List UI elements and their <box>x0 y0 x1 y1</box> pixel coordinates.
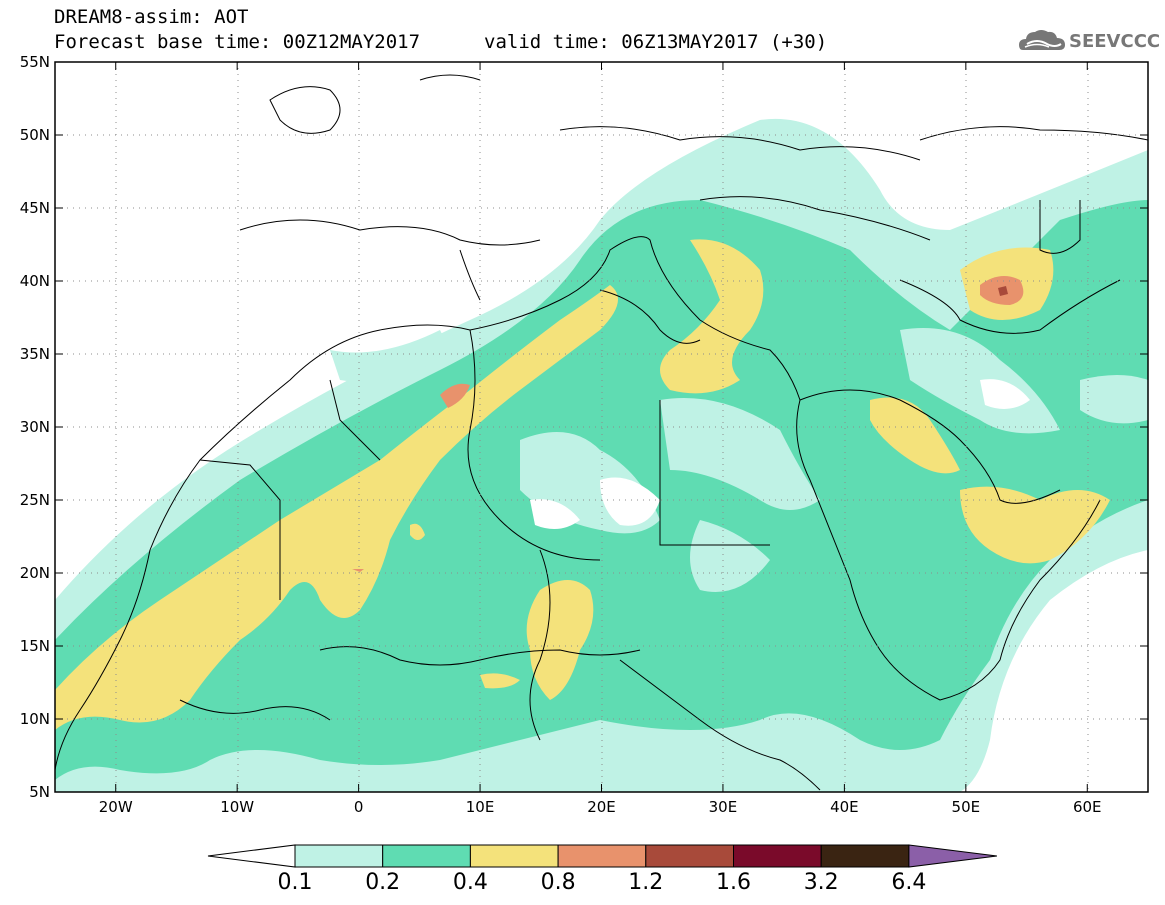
lon-label-0: 0 <box>353 798 364 816</box>
valid-time: valid time: 06Z13MAY2017 (+30) <box>484 31 828 53</box>
colorbar-label: 0.4 <box>452 870 488 895</box>
lat-label-20n: 20N <box>19 564 50 582</box>
lat-label-5n: 5N <box>29 783 50 801</box>
lon-label-20w: 20W <box>98 798 133 816</box>
lat-label-50n: 50N <box>19 126 50 144</box>
colorbar-label: 1.2 <box>628 870 664 895</box>
lat-label-30n: 30N <box>19 418 50 436</box>
lon-label-40e: 40E <box>830 798 859 816</box>
lon-label-30e: 30E <box>708 798 738 816</box>
lon-label-10w: 10W <box>220 798 255 816</box>
graticule <box>55 62 1148 792</box>
lat-label-10n: 10N <box>19 710 50 728</box>
lat-label-25n: 25N <box>19 491 50 509</box>
colorbar-label: 1.6 <box>716 870 751 895</box>
coastlines <box>55 74 1148 791</box>
seevccc-logo: SEEVCCC <box>1017 24 1161 58</box>
cloud-icon <box>1019 30 1065 50</box>
colorbar-label: 0.8 <box>540 870 576 895</box>
colorbar-label: 6.4 <box>891 870 927 895</box>
aot-contours <box>55 62 1148 792</box>
colorbar-label: 0.1 <box>277 870 313 895</box>
forecast-base-time: Forecast base time: 00Z12MAY2017 <box>54 31 421 53</box>
lon-label-20e: 20E <box>587 798 616 816</box>
map-title: DREAM8-assim: AOT <box>54 6 249 28</box>
lat-label-40n: 40N <box>19 272 50 290</box>
axis-ticks <box>55 61 1148 793</box>
colorbar-label: 0.2 <box>365 870 401 895</box>
lat-label-45n: 45N <box>19 199 50 217</box>
lon-label-50e: 50E <box>951 798 981 816</box>
lat-label-35n: 35N <box>19 345 50 363</box>
logo-text: SEEVCCC <box>1069 31 1161 52</box>
colorbar-label: 3.2 <box>803 870 839 895</box>
lat-label-55n: 55N <box>19 53 50 71</box>
lon-label-10e: 10E <box>465 798 495 816</box>
lat-label-15n: 15N <box>19 637 50 655</box>
lon-label-60e: 60E <box>1072 798 1102 816</box>
